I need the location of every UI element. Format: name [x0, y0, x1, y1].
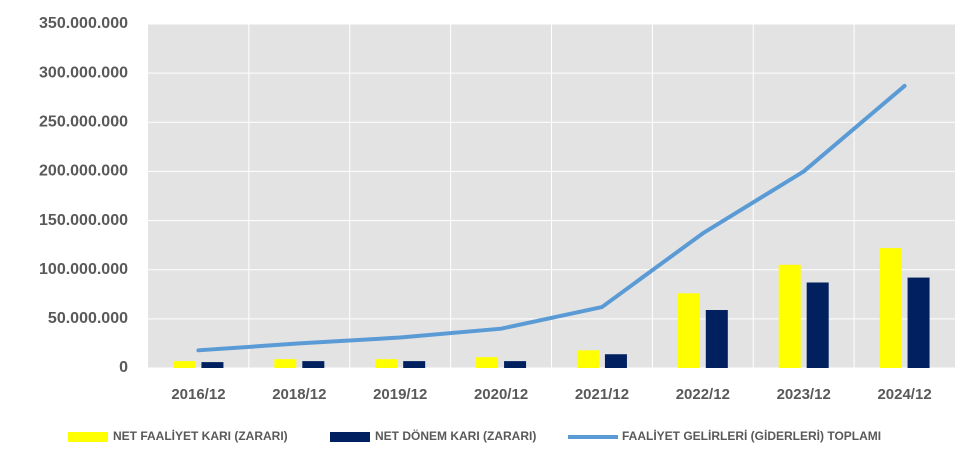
bar [576, 350, 599, 368]
bar [375, 359, 398, 368]
y-tick-label: 150.000.000 [39, 212, 128, 229]
bar [778, 264, 801, 368]
bar [173, 361, 196, 368]
bar [504, 361, 527, 368]
legend-label: NET FAALİYET KARI (ZARARI) [113, 428, 288, 443]
bar [705, 310, 728, 368]
y-tick-label: 100.000.000 [39, 261, 128, 278]
bar [302, 361, 325, 368]
bar [201, 362, 224, 368]
bar [274, 359, 297, 368]
y-tick-label: 350.000.000 [39, 15, 128, 32]
bar [907, 277, 930, 368]
bar [604, 354, 627, 368]
y-tick-label: 250.000.000 [39, 114, 128, 131]
x-tick-label: 2019/12 [373, 386, 427, 403]
bar [476, 357, 499, 368]
legend-swatch [330, 432, 370, 442]
y-tick-label: 0 [119, 359, 128, 376]
x-tick-label: 2021/12 [575, 386, 629, 403]
bar [879, 248, 902, 368]
bar [677, 293, 700, 368]
x-tick-label: 2020/12 [474, 386, 528, 403]
legend-swatch [68, 432, 108, 442]
y-tick-label: 300.000.000 [39, 64, 128, 81]
x-tick-label: 2022/12 [676, 386, 730, 403]
y-tick-label: 50.000.000 [48, 310, 128, 327]
x-tick-label: 2023/12 [777, 386, 831, 403]
x-tick-label: 2024/12 [877, 386, 931, 403]
bar [403, 361, 426, 368]
x-tick-label: 2016/12 [171, 386, 225, 403]
line [196, 83, 907, 353]
x-tick-label: 2018/12 [272, 386, 326, 403]
bar [806, 282, 829, 368]
y-tick-label: 200.000.000 [39, 163, 128, 180]
legend-label: FAALİYET GELİRLERİ (GİDERLERİ) TOPLAMI [622, 428, 881, 443]
legend-label: NET DÖNEM KARI (ZARARI) [375, 428, 536, 443]
